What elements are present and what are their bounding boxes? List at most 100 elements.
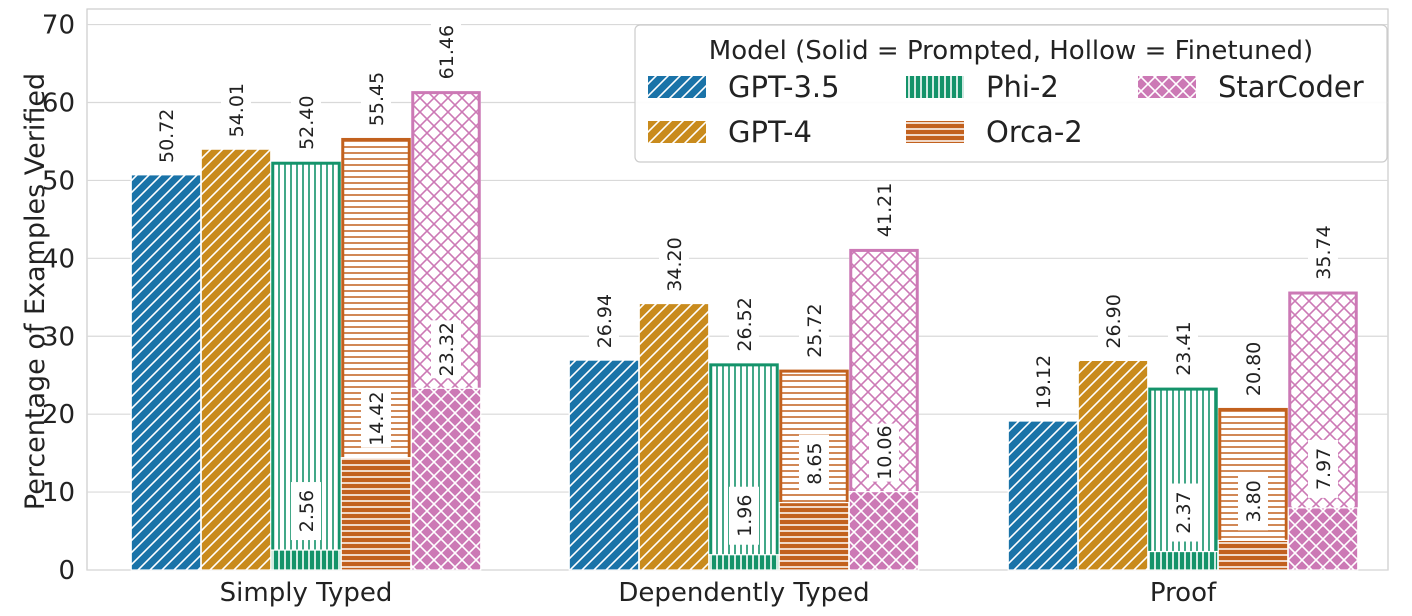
data-label-bg: [1098, 292, 1128, 351]
legend-item-gpt-4: GPT-4: [648, 115, 812, 149]
legend-label: GPT-3.5: [728, 70, 840, 104]
y-tick-label: 0: [58, 556, 75, 586]
data-label: 35.74: [1308, 223, 1338, 282]
data-label: 26.94: [589, 292, 619, 351]
data-label-text: 61.46: [436, 25, 458, 79]
data-label-text: 25.72: [804, 303, 826, 357]
data-label-text: 2.56: [296, 490, 318, 532]
data-labels: 50.72 26.94 19.12 54.01 34.20 26.90 52.40 2.56 2…: [151, 23, 1338, 545]
data-label-text: 26.94: [594, 294, 616, 348]
data-label-bg: [589, 292, 619, 351]
data-label-inner: 8.65: [799, 434, 829, 493]
data-label: 23.41: [1168, 319, 1198, 378]
bar-prompted-starcoder: [848, 491, 920, 571]
legend-swatch: [906, 121, 964, 143]
bar-prompted-orca-2: [778, 502, 850, 571]
data-label-bg: [1238, 339, 1268, 398]
data-label-text: 41.21: [874, 183, 896, 237]
bar-prompted-phi-2: [270, 549, 342, 571]
y-tick-label: 50: [42, 166, 75, 196]
bar-prompted-starcoder: [410, 387, 482, 571]
data-label: 41.21: [869, 180, 899, 239]
y-tick-label: 60: [42, 89, 75, 119]
bar-prompted-gpt-3.5: [568, 359, 640, 571]
legend-swatch: [1138, 76, 1196, 98]
legend-title: Model (Solid = Prompted, Hollow = Finetu…: [709, 36, 1313, 66]
data-label-bg: [361, 389, 391, 448]
legend-label: GPT-4: [728, 115, 812, 149]
data-label: 20.80: [1238, 339, 1268, 398]
bar-prompted-phi-2: [1147, 550, 1219, 571]
data-label-text: 23.41: [1173, 321, 1195, 375]
data-label-bg: [1238, 472, 1268, 531]
data-label-bg: [1168, 319, 1198, 378]
y-tick-label: 40: [42, 244, 75, 274]
data-label-text: 1.96: [734, 495, 756, 537]
data-label: 26.90: [1098, 292, 1128, 351]
data-label-bg: [869, 180, 899, 239]
legend-label: StarCoder: [1218, 70, 1364, 104]
data-label-bg: [869, 423, 899, 482]
bar-prompted-gpt-4: [638, 302, 710, 571]
data-label: 54.01: [221, 81, 251, 140]
data-label-bg: [291, 482, 321, 541]
data-label-text: 2.37: [1173, 491, 1195, 533]
bar-prompted-phi-2: [708, 554, 780, 571]
legend-item-orca-2: Orca-2: [906, 115, 1083, 149]
data-label-text: 50.72: [156, 109, 178, 163]
data-label-inner: 2.37: [1168, 483, 1198, 542]
data-label-bg: [1308, 223, 1338, 282]
data-label-text: 7.97: [1313, 448, 1335, 490]
data-label-bg: [431, 23, 461, 82]
bar-finetuned-phi-2: [1148, 387, 1218, 570]
data-label-bg: [431, 320, 461, 379]
data-label-inner: 3.80: [1238, 472, 1268, 531]
data-label-bg: [729, 295, 759, 354]
data-label-bg: [361, 69, 391, 128]
data-label-text: 55.45: [366, 72, 388, 126]
data-label-text: 10.06: [874, 425, 896, 479]
data-label-bg: [659, 235, 689, 294]
data-label-text: 19.12: [1033, 355, 1055, 409]
data-label-bg: [1168, 483, 1198, 542]
data-label: 19.12: [1028, 353, 1058, 412]
data-label-text: 8.65: [804, 442, 826, 484]
data-label-inner: 10.06: [869, 423, 899, 482]
data-label-text: 14.42: [366, 391, 388, 445]
legend-swatch: [648, 76, 706, 98]
data-label-bg: [151, 106, 181, 165]
legend-box: [634, 24, 1388, 163]
legend-swatch: [906, 76, 964, 98]
data-label: 61.46: [431, 23, 461, 82]
data-label-text: 35.74: [1313, 225, 1335, 279]
legend-swatch: [648, 121, 706, 143]
data-label-text: 26.90: [1103, 294, 1125, 348]
data-label-text: 54.01: [226, 83, 248, 137]
axes: 0 10 20 30 40 50 60 70 Percentage of Examples Ve…: [20, 11, 1217, 608]
bar-prompted-starcoder: [1287, 507, 1359, 571]
data-label: 55.45: [361, 69, 391, 128]
y-tick-label: 10: [42, 478, 75, 508]
bar-prompted-gpt-4: [200, 148, 272, 571]
bar-prompted-orca-2: [1217, 539, 1289, 571]
data-label: 25.72: [799, 301, 829, 360]
data-label-inner: 7.97: [1308, 439, 1338, 498]
x-tick-label: Dependently Typed: [618, 578, 869, 608]
data-label-bg: [799, 301, 829, 360]
data-label-bg: [799, 434, 829, 493]
data-label: 26.52: [729, 295, 759, 354]
legend-item-gpt-3.5: GPT-3.5: [648, 70, 840, 104]
data-label-inner: 1.96: [729, 486, 759, 545]
data-label-inner: 2.56: [291, 482, 321, 541]
bar-prompted-orca-2: [340, 457, 412, 571]
y-tick-label: 30: [42, 322, 75, 352]
bars: [130, 91, 1359, 571]
data-label-bg: [1308, 439, 1338, 498]
bar-prompted-gpt-4: [1077, 359, 1149, 571]
bar-prompted-gpt-3.5: [130, 174, 202, 571]
legend-label: Orca-2: [986, 115, 1083, 149]
x-tick-label: Simply Typed: [220, 578, 393, 608]
data-label: 50.72: [151, 106, 181, 165]
